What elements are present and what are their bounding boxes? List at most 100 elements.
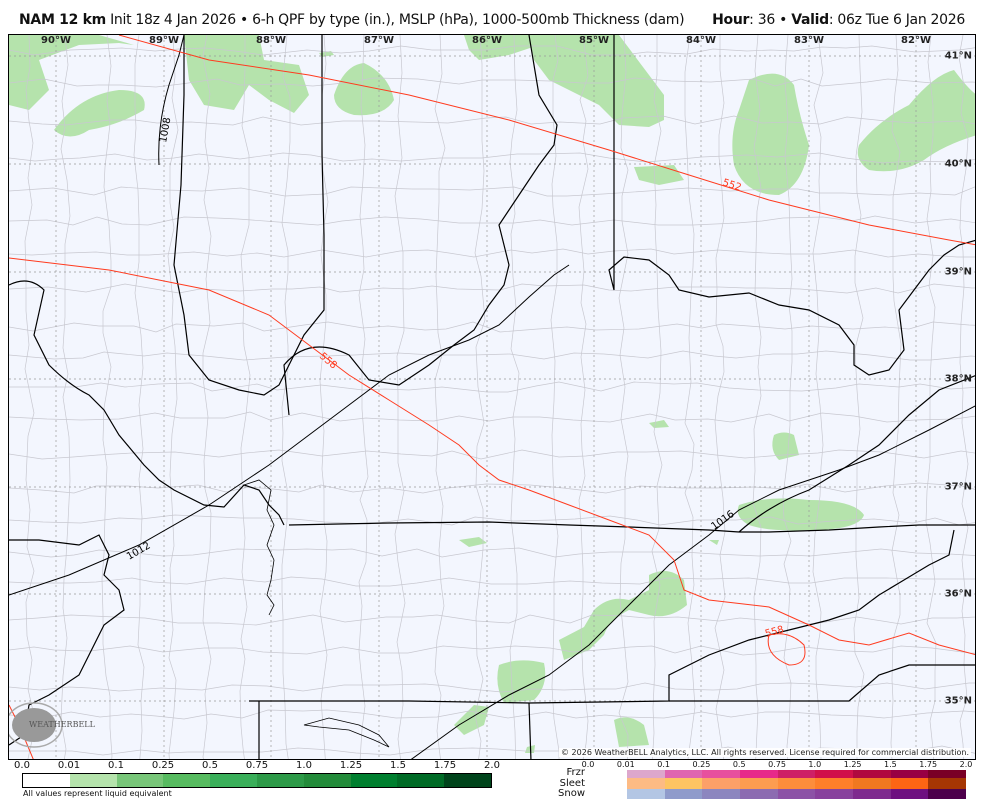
precip-type-label-snow: Snow: [558, 788, 585, 799]
lat-label: 41°N: [944, 50, 972, 62]
type-color-swatch: [740, 789, 778, 799]
state-borders: [9, 35, 975, 759]
type-tick-label: 0.25: [692, 760, 711, 769]
type-tick-label: 0.01: [616, 760, 635, 769]
rain-color-swatch: [116, 774, 164, 787]
rain-color-swatch: [444, 774, 491, 787]
isobar-label-1008: 1008: [158, 117, 173, 144]
copyright-notice: © 2026 WeatherBELL Analytics, LLC. All r…: [559, 748, 971, 757]
type-color-swatch: [853, 770, 891, 778]
lat-label: 40°N: [944, 158, 972, 170]
type-color-swatch: [702, 778, 741, 789]
lon-label: 83°W: [794, 35, 824, 46]
type-tick-label: 0.0: [581, 760, 595, 769]
rain-tick-label: 1.5: [390, 760, 406, 771]
rain-tick-label: 1.75: [433, 760, 457, 771]
thickness-contours: [9, 35, 975, 759]
thickness-label-558: 558: [317, 351, 339, 372]
lon-label: 85°W: [579, 35, 609, 46]
type-color-swatch: [815, 770, 854, 778]
type-tick-label: 2.0: [959, 760, 973, 769]
thickness-label-552: 552: [721, 177, 743, 193]
type-color-swatch: [627, 778, 665, 789]
type-color-swatch: [702, 789, 741, 799]
lon-label: 84°W: [686, 35, 716, 46]
type-color-swatch: [777, 770, 816, 778]
rain-tick-label: 1.0: [296, 760, 312, 771]
lat-label: 35°N: [944, 695, 972, 707]
type-color-swatch: [853, 789, 891, 799]
map-description: Init 18z 4 Jan 2026 • 6-h QPF by type (i…: [110, 12, 685, 28]
rain-color-swatch: [256, 774, 304, 787]
weather-map[interactable]: 1008 1012 1016 552 558 558 WEATHERBELL 9…: [8, 34, 976, 760]
type-color-swatch: [664, 770, 703, 778]
lake: [303, 717, 390, 748]
svg-text:WEATHERBELL: WEATHERBELL: [29, 720, 96, 729]
lon-label: 87°W: [364, 35, 394, 46]
map-canvas: 1008 1012 1016 552 558 558 WEATHERBELL: [9, 35, 975, 759]
county-lines: [9, 35, 975, 759]
isobar-label-1016: 1016: [709, 509, 736, 533]
type-color-swatch: [664, 789, 703, 799]
isobar-label-1012: 1012: [125, 540, 153, 562]
type-tick-label: 1.5: [884, 760, 897, 769]
type-color-swatch: [664, 778, 703, 789]
lat-label: 37°N: [944, 481, 972, 493]
rain-color-swatch: [23, 774, 70, 787]
precip-type-colorbar-frzr: [627, 770, 967, 778]
hour-value: : 36 •: [749, 12, 792, 28]
rain-tick-label: 0.25: [151, 760, 175, 771]
rain-tick-label: 1.25: [339, 760, 363, 771]
lon-label: 89°W: [149, 35, 179, 46]
mslp-isobars: [9, 35, 975, 759]
type-tick-label: 0.1: [657, 760, 670, 769]
lon-label: 88°W: [256, 35, 286, 46]
type-color-swatch: [777, 778, 816, 789]
lat-label: 36°N: [944, 588, 972, 600]
lon-label: 86°W: [472, 35, 502, 46]
type-color-swatch: [815, 789, 854, 799]
type-color-swatch: [740, 770, 778, 778]
weatherbell-logo: WEATHERBELL: [9, 702, 96, 748]
valid-time: Hour: 36 • Valid: 06z Tue 6 Jan 2026: [712, 12, 965, 28]
precip-areas: [9, 35, 975, 753]
valid-value: : 06z Tue 6 Jan 2026: [828, 12, 965, 28]
valid-label: Valid: [791, 12, 829, 28]
lon-label: 90°W: [41, 35, 71, 46]
type-color-swatch: [890, 770, 929, 778]
kentucky-lake: [243, 479, 275, 616]
rain-tick-label: 0.1: [108, 760, 124, 771]
rain-tick-label: 0.75: [245, 760, 269, 771]
precip-type-label-frzr: Frzr: [566, 767, 586, 778]
rain-color-swatch: [397, 774, 445, 787]
type-color-swatch: [928, 778, 967, 789]
type-tick-label: 0.75: [768, 760, 786, 769]
precip-type-colorbar-sleet: [627, 778, 967, 789]
rain-color-swatch: [163, 774, 211, 787]
lat-label: 38°N: [944, 373, 972, 385]
type-tick-label: 1.25: [843, 760, 862, 769]
rain-colorbar: [22, 773, 492, 788]
precip-type-label-sleet: Sleet: [559, 778, 585, 789]
hour-label: Hour: [712, 12, 750, 28]
rain-color-swatch: [210, 774, 257, 787]
type-color-swatch: [740, 778, 778, 789]
rain-tick-label: 2.0: [484, 760, 500, 771]
type-color-swatch: [890, 789, 929, 799]
type-color-swatch: [627, 770, 665, 778]
rain-color-swatch: [69, 774, 117, 787]
rain-tick-label: 0.5: [202, 760, 218, 771]
type-color-swatch: [627, 789, 665, 799]
liquid-equivalent-note: All values represent liquid equivalent: [23, 789, 172, 798]
rain-tick-label: 0.01: [57, 760, 81, 771]
type-color-swatch: [928, 770, 967, 778]
lat-label: 39°N: [944, 266, 972, 278]
type-color-swatch: [815, 778, 854, 789]
type-color-swatch: [890, 778, 929, 789]
type-tick-label: 1.0: [808, 760, 822, 769]
precip-type-colorbar-snow: [627, 789, 967, 799]
type-tick-label: 1.75: [919, 760, 938, 769]
rain-tick-label: 0.0: [14, 760, 30, 771]
thickness-label-558-east: 558: [764, 624, 785, 640]
rain-color-swatch: [303, 774, 351, 787]
